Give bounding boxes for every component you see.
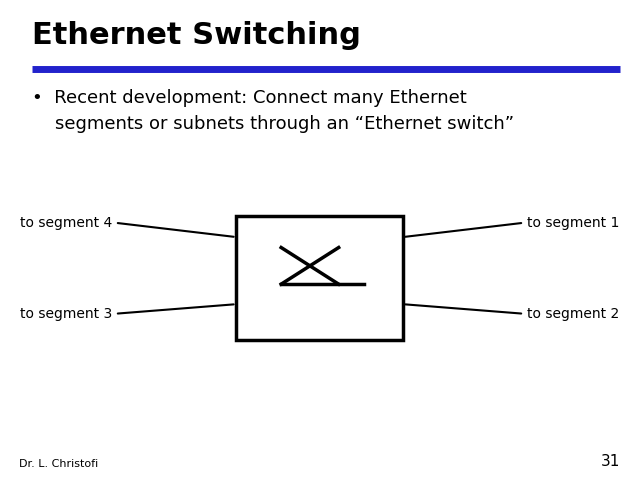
Text: Dr. L. Christofi: Dr. L. Christofi: [19, 459, 98, 469]
Text: 31: 31: [601, 455, 620, 469]
Text: to segment 2: to segment 2: [527, 307, 619, 321]
Text: to segment 1: to segment 1: [527, 216, 620, 230]
Text: to segment 3: to segment 3: [20, 307, 112, 321]
Text: segments or subnets through an “Ethernet switch”: segments or subnets through an “Ethernet…: [32, 115, 514, 133]
Bar: [236, 216, 403, 340]
Text: to segment 4: to segment 4: [20, 216, 112, 230]
Text: Ethernet Switching: Ethernet Switching: [32, 21, 361, 50]
Text: •  Recent development: Connect many Ethernet: • Recent development: Connect many Ether…: [32, 89, 466, 107]
